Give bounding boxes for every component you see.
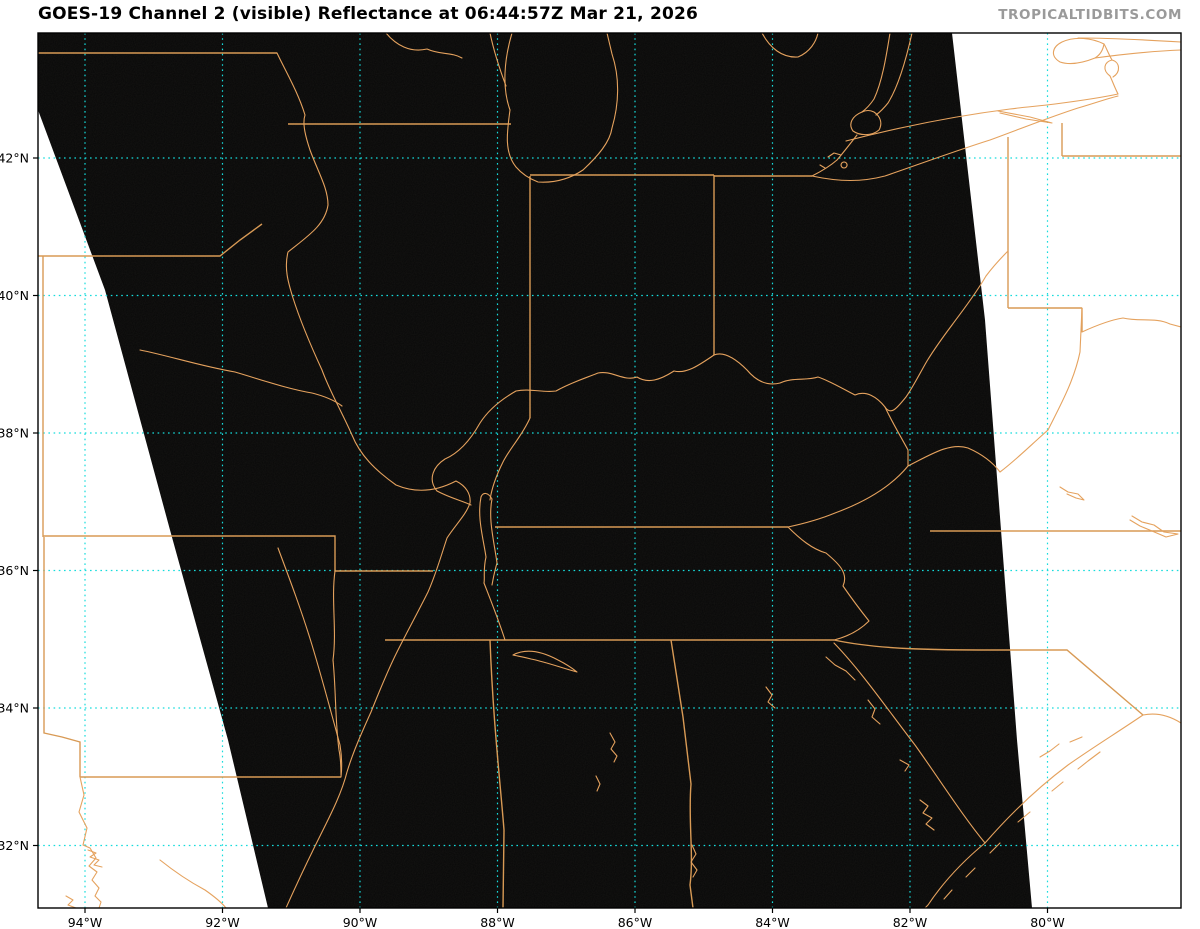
scan-edge-right-white-region: [952, 33, 1181, 908]
figure-title: GOES-19 Channel 2 (visible) Reflectance …: [38, 4, 699, 24]
lon-tick-label: 90°W: [343, 915, 378, 929]
lon-tick-label: 80°W: [1030, 915, 1065, 929]
lat-tick-label: 40°N: [0, 288, 29, 303]
lat-tick-label: 34°N: [0, 701, 29, 716]
lon-tick-label: 82°W: [893, 915, 928, 929]
watermark: TROPICALTIDBITS.COM: [998, 7, 1182, 23]
longitude-gridlines: [84, 33, 1049, 908]
lat-tick-label: 38°N: [0, 426, 29, 441]
lat-tick-label: 42°N: [0, 151, 29, 166]
lat-tick-label: 36°N: [0, 563, 29, 578]
latitude-gridlines: [38, 157, 1181, 847]
latitude-axis: 42°N 40°N 38°N 36°N 34°N 32°N: [0, 151, 38, 853]
rivers-lakes-coastlines: [65, 33, 1181, 908]
lon-tick-label: 92°W: [205, 915, 240, 929]
longitude-axis: 94°W 92°W 90°W 88°W 86°W 84°W 82°W 80°W: [68, 908, 1065, 929]
state-boundaries: [38, 52, 1181, 908]
lon-tick-label: 88°W: [480, 915, 515, 929]
lon-tick-label: 86°W: [618, 915, 653, 929]
plot-border: [37, 32, 1182, 909]
lon-tick-label: 84°W: [755, 915, 790, 929]
lat-tick-label: 32°N: [0, 838, 29, 853]
lon-tick-label: 94°W: [68, 915, 103, 929]
